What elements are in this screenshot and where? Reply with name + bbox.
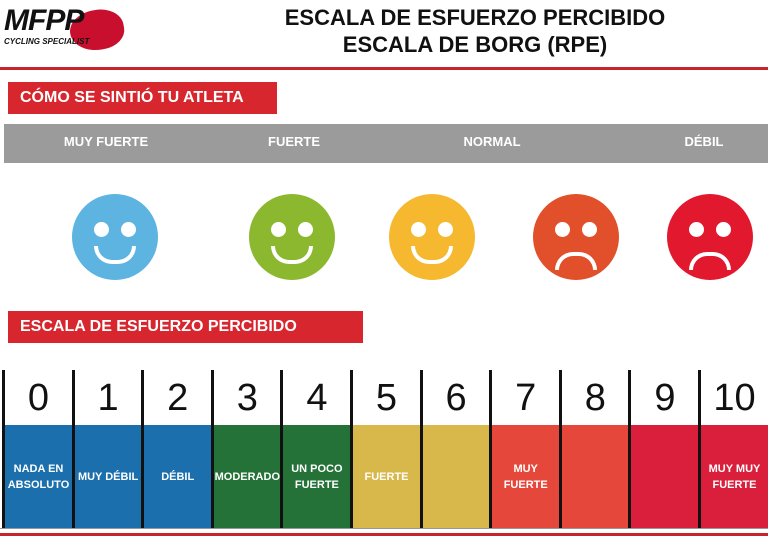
- happy-face-icon: [72, 194, 158, 280]
- feeling-label: DÉBIL: [684, 134, 724, 149]
- mouth: [689, 252, 731, 270]
- divider: [0, 67, 768, 70]
- mouth: [271, 246, 313, 264]
- section-label-scale: ESCALA DE ESFUERZO PERCIBIDO: [8, 311, 363, 343]
- sad-face-icon: [533, 194, 619, 280]
- title-line-1: ESCALA DE ESFUERZO PERCIBIDO: [284, 5, 666, 30]
- page-title: ESCALA DE ESFUERZO PERCIBIDO ESCALA DE B…: [180, 4, 768, 58]
- scale-number: 9: [654, 377, 676, 419]
- scale-description: MUY MUY FUERTE: [701, 425, 768, 528]
- scale-number: 0: [27, 377, 50, 419]
- scale-bottom-line: [0, 528, 768, 529]
- scale-description: [422, 425, 490, 528]
- scale-level-8: 8: [558, 370, 629, 528]
- feelings-header-bar: MUY FUERTE FUERTE NORMAL DÉBIL: [4, 124, 768, 163]
- feeling-label: MUY FUERTE: [63, 134, 149, 149]
- scale-description: NADA EN ABSOLUTO: [5, 425, 72, 528]
- eye: [716, 222, 731, 237]
- eye: [411, 222, 426, 237]
- eye: [271, 222, 286, 237]
- eye: [582, 222, 597, 237]
- scale-level-1: 1 MUY DÉBIL: [71, 370, 142, 528]
- scale-level-4: 4 UN POCO FUERTE: [280, 370, 351, 528]
- scale-number: 3: [236, 377, 258, 419]
- scale-description: [561, 425, 629, 528]
- scale-description: MODERADO: [213, 425, 281, 528]
- mouth: [411, 246, 453, 264]
- scale-description: MUY DÉBIL: [74, 425, 142, 528]
- scale-description: DÉBIL: [144, 425, 212, 528]
- scale-number: 1: [97, 377, 119, 419]
- scale-number: 10: [713, 377, 756, 419]
- bottom-divider: [0, 533, 768, 536]
- feeling-label: NORMAL: [463, 134, 521, 149]
- eye: [438, 222, 453, 237]
- feeling-label: FUERTE: [268, 134, 320, 149]
- scale-level-5: 5 FUERTE: [350, 370, 420, 528]
- logo-text: MFPP: [4, 4, 84, 37]
- scale-level-9: 9: [628, 370, 699, 528]
- scale-number: 7: [515, 377, 537, 419]
- scale-description: FUERTE: [353, 425, 420, 528]
- happy-face-icon: [389, 194, 475, 280]
- scale-level-2: 2 DÉBIL: [141, 370, 212, 528]
- scale-number: 2: [167, 377, 189, 419]
- logo: MFPP CYCLING SPECIALIST: [4, 4, 128, 55]
- logo-subtitle: CYCLING SPECIALIST: [4, 37, 90, 46]
- eye: [689, 222, 704, 237]
- scale-level-10: 10 MUY MUY FUERTE: [698, 370, 768, 528]
- scale-number: 5: [375, 377, 398, 419]
- scale-level-6: 6: [419, 370, 490, 528]
- scale-number: 4: [306, 377, 328, 419]
- scale-description: [631, 425, 699, 528]
- eye: [121, 222, 136, 237]
- title-line-2: ESCALA DE BORG (RPE): [342, 32, 608, 57]
- scale-number: 8: [584, 377, 606, 419]
- scale-description: MUY FUERTE: [492, 425, 560, 528]
- mouth: [555, 252, 597, 270]
- scale-level-3: 3 MODERADO: [210, 370, 281, 528]
- scale-level-0: 0 NADA EN ABSOLUTO: [2, 370, 72, 528]
- scale-number: 6: [445, 377, 467, 419]
- eye: [94, 222, 109, 237]
- sad-face-icon: [667, 194, 753, 280]
- happy-face-icon: [249, 194, 335, 280]
- eye: [555, 222, 570, 237]
- scale-level-7: 7 MUY FUERTE: [489, 370, 560, 528]
- mouth: [94, 246, 136, 264]
- eye: [298, 222, 313, 237]
- section-label-feelings: CÓMO SE SINTIÓ TU ATLETA: [8, 82, 277, 114]
- scale-description: UN POCO FUERTE: [283, 425, 351, 528]
